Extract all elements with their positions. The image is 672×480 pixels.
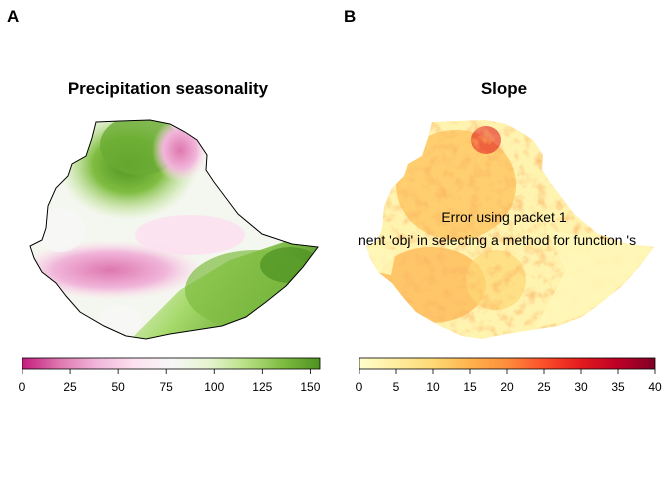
error-clip: nent 'obj' in selecting a method for fun… bbox=[336, 200, 672, 260]
legend-precipitation-tick-label: 75 bbox=[159, 380, 173, 394]
error-message-line2: nent 'obj' in selecting a method for fun… bbox=[358, 232, 637, 248]
legend-slope-tick-label: 30 bbox=[574, 380, 588, 394]
legend-slope-ticks bbox=[359, 369, 656, 374]
legend-precipitation-ticks bbox=[22, 369, 311, 374]
legend-slope-tick-label: 40 bbox=[648, 380, 662, 394]
legend-slope-tick-label: 15 bbox=[463, 380, 477, 394]
panel-letter-a: A bbox=[7, 7, 20, 26]
slope-map bbox=[366, 120, 654, 339]
legend-precipitation bbox=[22, 357, 321, 374]
legend-precipitation-tick-label: 50 bbox=[111, 380, 125, 394]
legend-slope-tick-label: 25 bbox=[537, 380, 551, 394]
legend-slope bbox=[359, 357, 656, 374]
legend-slope-tick-label: 0 bbox=[355, 380, 363, 394]
legend-precipitation-tick-label: 100 bbox=[204, 380, 225, 394]
legend-precipitation-tick-label: 25 bbox=[63, 380, 77, 394]
legend-slope-tick-label: 20 bbox=[500, 380, 514, 394]
panel-letter-b: B bbox=[344, 7, 357, 26]
legend-slope-tick-label: 35 bbox=[611, 380, 625, 394]
legend-precipitation-tick-label: 0 bbox=[18, 380, 26, 394]
legend-slope-tick-label: 5 bbox=[392, 380, 400, 394]
error-message-line1: Error using packet 1 bbox=[441, 209, 567, 225]
precipitation-map bbox=[29, 119, 319, 340]
legend-precipitation-tick-label: 150 bbox=[300, 380, 321, 394]
legend-precipitation-tick-label: 125 bbox=[252, 380, 273, 394]
legend-slope-tick-label: 10 bbox=[426, 380, 440, 394]
panel-title-slope: Slope bbox=[480, 79, 528, 98]
panel-title-precipitation: Precipitation seasonality bbox=[67, 79, 269, 98]
